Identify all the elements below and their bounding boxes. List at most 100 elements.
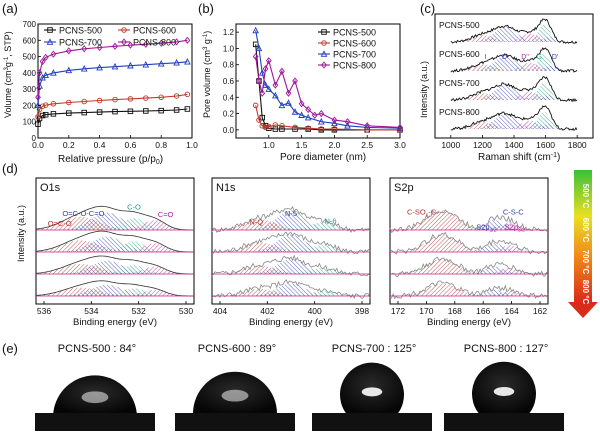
data-point-pcns-600: [259, 123, 265, 129]
data-point-pcns-700: [285, 99, 292, 106]
xps-peak-label: S2p3/2: [505, 223, 526, 234]
xps-component-peak: [390, 259, 548, 274]
xps-spectrum-line: [389, 256, 549, 277]
temperature-labels: 500 °C 600 °C 700 °C 800 °C: [581, 184, 590, 305]
x-tick-label: 166: [476, 306, 490, 316]
data-point-pcns-600: [256, 117, 262, 123]
data-point-pcns-700: [262, 81, 269, 88]
raman-component-peak: [450, 24, 578, 42]
data-point-pcns-600: [331, 126, 338, 132]
data-point-pcns-800: [35, 93, 41, 101]
data-point-pcns-600: [143, 95, 149, 101]
data-point-pcns-600: [262, 124, 269, 131]
x-tick-label: 398: [355, 306, 369, 316]
xps-frame: [211, 177, 371, 305]
data-point-pcns-800: [173, 38, 180, 46]
peak-label: D": [521, 54, 529, 61]
panel-b-y-label: Pore volume (cm3 g-1): [202, 31, 212, 118]
panel-b-plot: [252, 26, 404, 133]
xps-component-peak: [36, 264, 194, 274]
data-point-pcns-800: [344, 118, 351, 126]
data-point-pcns-500: [184, 106, 191, 112]
x-tick-label: 400: [308, 306, 322, 316]
panel-a-y-label: Volume (cm3g-1, STP): [3, 31, 13, 118]
y-tick-label: 0: [32, 134, 37, 143]
data-point-pcns-600: [96, 97, 103, 104]
data-point-pcns-700: [184, 57, 191, 65]
xps-peak-label: N-6: [324, 216, 336, 225]
legend-marker: [321, 61, 327, 69]
data-point-pcns-600: [35, 114, 41, 120]
raman-component-peak: [450, 94, 578, 100]
series-line-pcns-500: [255, 44, 400, 131]
xps-subpanel-s2p: S2p C-SOx-C C-S-C S2p1/2 S2p3/2 172 170 168 166 1…: [389, 177, 549, 328]
panel-d: (d) Intensity (a.u.) O1sO=C-O-C=OC-OC=OO…: [2, 161, 598, 328]
raman-component-peak: [450, 82, 578, 100]
data-point-pcns-800: [42, 53, 49, 62]
x-tick-label: 1.0: [263, 140, 275, 150]
x-tick-label: 0.2: [63, 140, 75, 150]
data-point-pcns-700: [255, 44, 263, 52]
droplet-highlight: [361, 387, 383, 397]
y-tick-label: 700: [23, 20, 37, 29]
data-point-pcns-700: [157, 59, 165, 67]
xps-subpanel-o1s: O1s O=C-O-C=O C-O C=O O=C-O 536 534 532 530 Bindi…: [35, 177, 195, 328]
data-point-pcns-800: [318, 109, 325, 118]
data-point-pcns-800: [279, 67, 285, 75]
panel-e: (e) PCNS-500 : 84° PCNS-600 : 89° PCNS-700…: [2, 341, 564, 431]
y-tick-label: 1.2: [223, 28, 235, 37]
data-point-pcns-600: [66, 99, 72, 106]
x-tick-label: 168: [448, 306, 462, 316]
raman-component-peak: [450, 56, 578, 71]
x-tick-label: 172: [391, 306, 405, 316]
legend-marker: [47, 27, 53, 33]
data-point-pcns-800: [142, 40, 149, 48]
spectrum-label: PCNS-600: [439, 49, 480, 59]
data-point-pcns-800: [81, 45, 88, 53]
xps-component-peak: [36, 284, 194, 296]
series-line-pcns-700: [255, 30, 401, 129]
panel-b-x-label: Pore diameter (nm): [280, 152, 366, 163]
raman-component-peak: [450, 114, 578, 129]
data-point-pcns-700: [50, 69, 57, 76]
data-point-pcns-500: [266, 125, 272, 131]
data-point-pcns-700: [331, 119, 338, 127]
data-point-pcns-500: [50, 111, 57, 117]
y-tick-label: 200: [23, 101, 37, 110]
series-line-pcns-800: [255, 56, 401, 128]
xps-peak-label: C-S-C: [503, 208, 524, 217]
xps-component-peak: [212, 265, 370, 274]
panel-c-x-ticks: 1000 1200 1400 1600 1800: [441, 135, 587, 150]
panel-e-label: (e): [2, 341, 18, 356]
legend-marker: [121, 27, 127, 33]
substrate: [312, 413, 432, 431]
x-tick-label: 0.0: [32, 140, 44, 150]
x-tick-label: 530: [179, 306, 193, 316]
xps-peak-label: C=O: [158, 210, 174, 219]
panel-c-plot: PCNS-500 PCNS-600 PCNS-700 PCNS-800 I D D" G D': [439, 18, 578, 131]
data-point-pcns-600: [272, 122, 279, 128]
droplet-caption: PCNS-700 : 125°: [332, 343, 417, 355]
data-point-pcns-800: [50, 50, 57, 58]
xps-component-peak: [390, 222, 548, 230]
data-point-pcns-600: [36, 106, 43, 113]
xps-component-peak: [36, 288, 194, 296]
legend-marker: [320, 50, 328, 57]
xps-peak-label: O=C-O-C=O: [62, 209, 104, 218]
data-point-pcns-500: [42, 111, 49, 118]
data-point-pcns-700: [265, 85, 273, 92]
y-tick-label: 0.4: [223, 93, 235, 102]
legend-marker: [321, 29, 327, 35]
xps-component-peak: [212, 259, 370, 274]
temperature-label: 700 °C: [581, 250, 590, 275]
data-point-pcns-700: [111, 62, 119, 70]
xps-spectrum-line: [211, 206, 371, 233]
xps-peak-label: O=C-O: [48, 219, 72, 228]
data-point-pcns-700: [80, 64, 88, 72]
raman-spectrum-line: [450, 47, 578, 73]
data-point-pcns-800: [311, 111, 318, 119]
data-point-pcns-500: [81, 109, 87, 116]
xps-component-peak: [212, 219, 370, 230]
data-point-pcns-800: [305, 105, 312, 114]
xps-component-peak: [36, 243, 194, 252]
